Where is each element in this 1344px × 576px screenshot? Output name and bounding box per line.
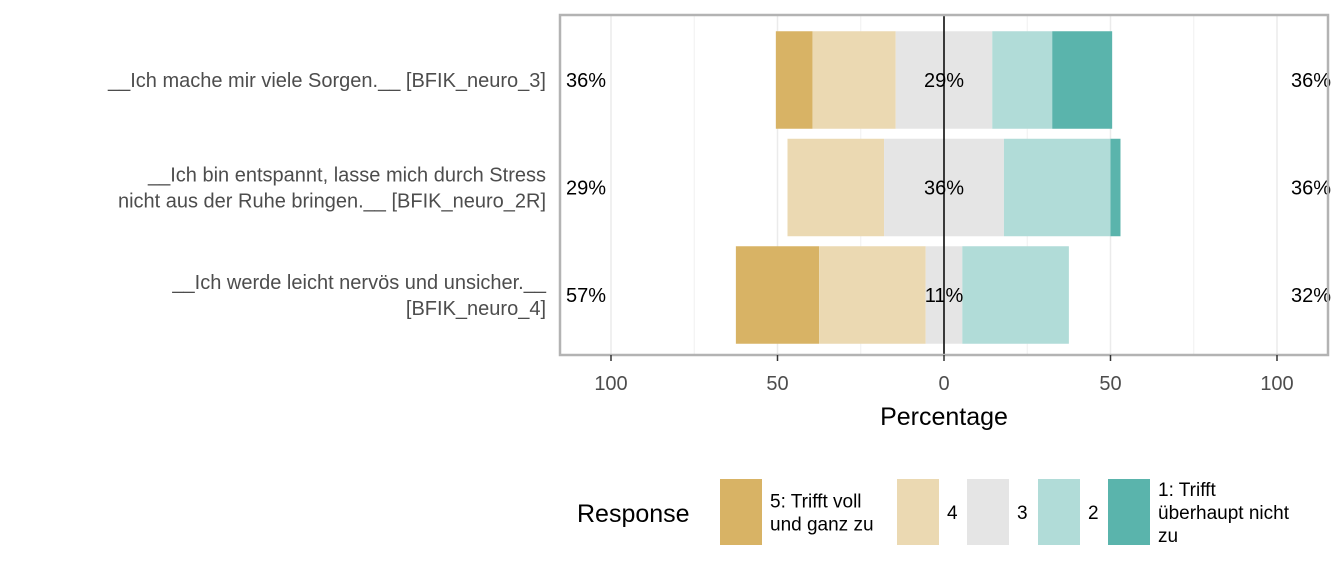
right-percent-label: 36% [1291, 178, 1331, 200]
legend-label: 1: Trifft überhaupt nicht zu [1158, 480, 1290, 547]
bar-segment [735, 246, 820, 344]
legend-title: Response [577, 500, 690, 528]
legend-key [967, 479, 1009, 545]
legend-label: 5: Trifft voll und ganz zu [770, 492, 874, 536]
left-percent-label: 36% [566, 70, 606, 92]
bar-segment [1052, 31, 1113, 129]
legend-key [720, 479, 762, 545]
x-tick-label: 100 [594, 373, 627, 395]
legend-key [1108, 479, 1150, 545]
category-label: __Ich bin entspannt, lasse mich durch St… [118, 165, 546, 213]
x-axis: 100 50 0 50 100 [594, 355, 1294, 395]
legend-key [1038, 479, 1080, 545]
center-percent-label: 29% [924, 70, 964, 92]
left-percent-label: 57% [566, 285, 606, 307]
bar-segment [962, 246, 1069, 344]
legend-label: 2 [1088, 503, 1099, 524]
right-percent-label: 32% [1291, 285, 1331, 307]
center-percent-label: 11% [925, 285, 964, 307]
x-tick-label: 50 [766, 373, 788, 395]
category-label: __Ich werde leicht nervös und unsicher._… [171, 272, 546, 320]
category-label: __Ich mache mir viele Sorgen.__ [BFIK_ne… [107, 70, 546, 92]
bar-segment [812, 31, 896, 129]
bar-segment [992, 31, 1053, 129]
legend-key [897, 479, 939, 545]
bars [735, 31, 1121, 344]
legend: Response 5: Trifft voll und ganz zu 4 3 2 1: … [577, 479, 1290, 547]
x-axis-title: Percentage [880, 403, 1008, 431]
percent-labels: 36% 29% 36% 29% 36% 36% 57% 11% 32% [566, 70, 1331, 307]
x-tick-label: 50 [1099, 373, 1121, 395]
legend-label: 3 [1017, 503, 1028, 524]
left-percent-label: 29% [566, 178, 606, 200]
right-percent-label: 36% [1291, 70, 1331, 92]
bar-segment [1003, 138, 1111, 237]
bar-segment [787, 138, 885, 237]
center-percent-label: 36% [924, 178, 964, 200]
category-labels: __Ich mache mir viele Sorgen.__ [BFIK_ne… [107, 70, 547, 320]
x-tick-label: 0 [938, 373, 949, 395]
x-tick-label: 100 [1260, 373, 1293, 395]
bar-segment [775, 31, 813, 129]
legend-label: 4 [947, 503, 958, 524]
bar-segment [1110, 138, 1121, 237]
bar-segment [819, 246, 926, 344]
